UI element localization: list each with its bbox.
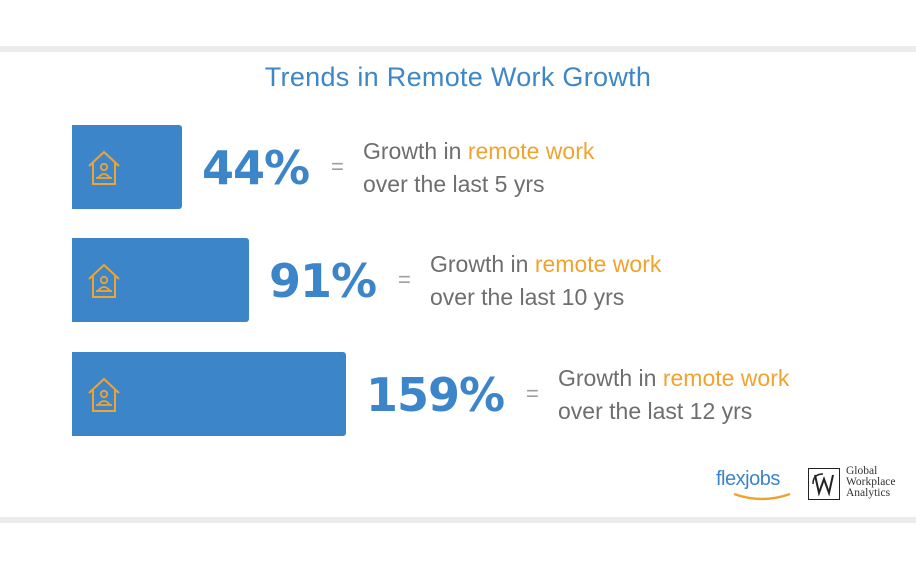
flexjobs-logo: flexjobs: [716, 466, 796, 506]
flexjobs-logo-text-a: flex: [716, 468, 746, 490]
data-label-1: 44%: [202, 141, 310, 195]
row-description-2: Growth in remote work over the last 10 yr…: [430, 248, 661, 314]
gwa-mark-icon: [808, 468, 840, 500]
desc-prefix: Growth in: [430, 251, 535, 277]
top-divider: [0, 46, 916, 52]
equals-sign-1: =: [331, 154, 344, 179]
home-office-icon: [86, 148, 122, 188]
desc-highlight: remote work: [662, 365, 790, 391]
data-label-2: 91%: [269, 254, 377, 308]
bottom-divider: [0, 517, 916, 523]
bar-3: [72, 352, 346, 436]
bar-2: [72, 238, 250, 322]
flexjobs-swoosh-icon: [733, 492, 791, 501]
category-label-1: over the last 5 yrs: [363, 171, 545, 197]
desc-highlight: remote work: [467, 138, 595, 164]
data-label-3: 159%: [366, 368, 505, 422]
row-description-3: Growth in remote work over the last 12 yr…: [558, 362, 789, 428]
row-description-1: Growth in remote work over the last 5 yrs: [363, 135, 594, 201]
equals-sign-3: =: [526, 381, 539, 406]
flexjobs-logo-text-b: jobs: [745, 468, 780, 490]
category-label-2: over the last 10 yrs: [430, 284, 625, 310]
category-label-3: over the last 12 yrs: [558, 398, 753, 424]
gwa-line3: Analytics: [846, 487, 891, 499]
desc-prefix: Growth in: [558, 365, 663, 391]
equals-sign-2: =: [398, 267, 411, 292]
home-office-icon: [86, 375, 122, 415]
desc-prefix: Growth in: [363, 138, 468, 164]
gwa-line2: Workplace: [846, 476, 896, 488]
bar-1: [72, 125, 182, 209]
chart-title: Trends in Remote Work Growth: [264, 62, 652, 92]
gwa-logo: Global Workplace Analytics: [808, 465, 912, 506]
desc-highlight: remote work: [534, 251, 662, 277]
home-office-icon: [86, 261, 122, 301]
gwa-line1: Global: [846, 465, 878, 477]
